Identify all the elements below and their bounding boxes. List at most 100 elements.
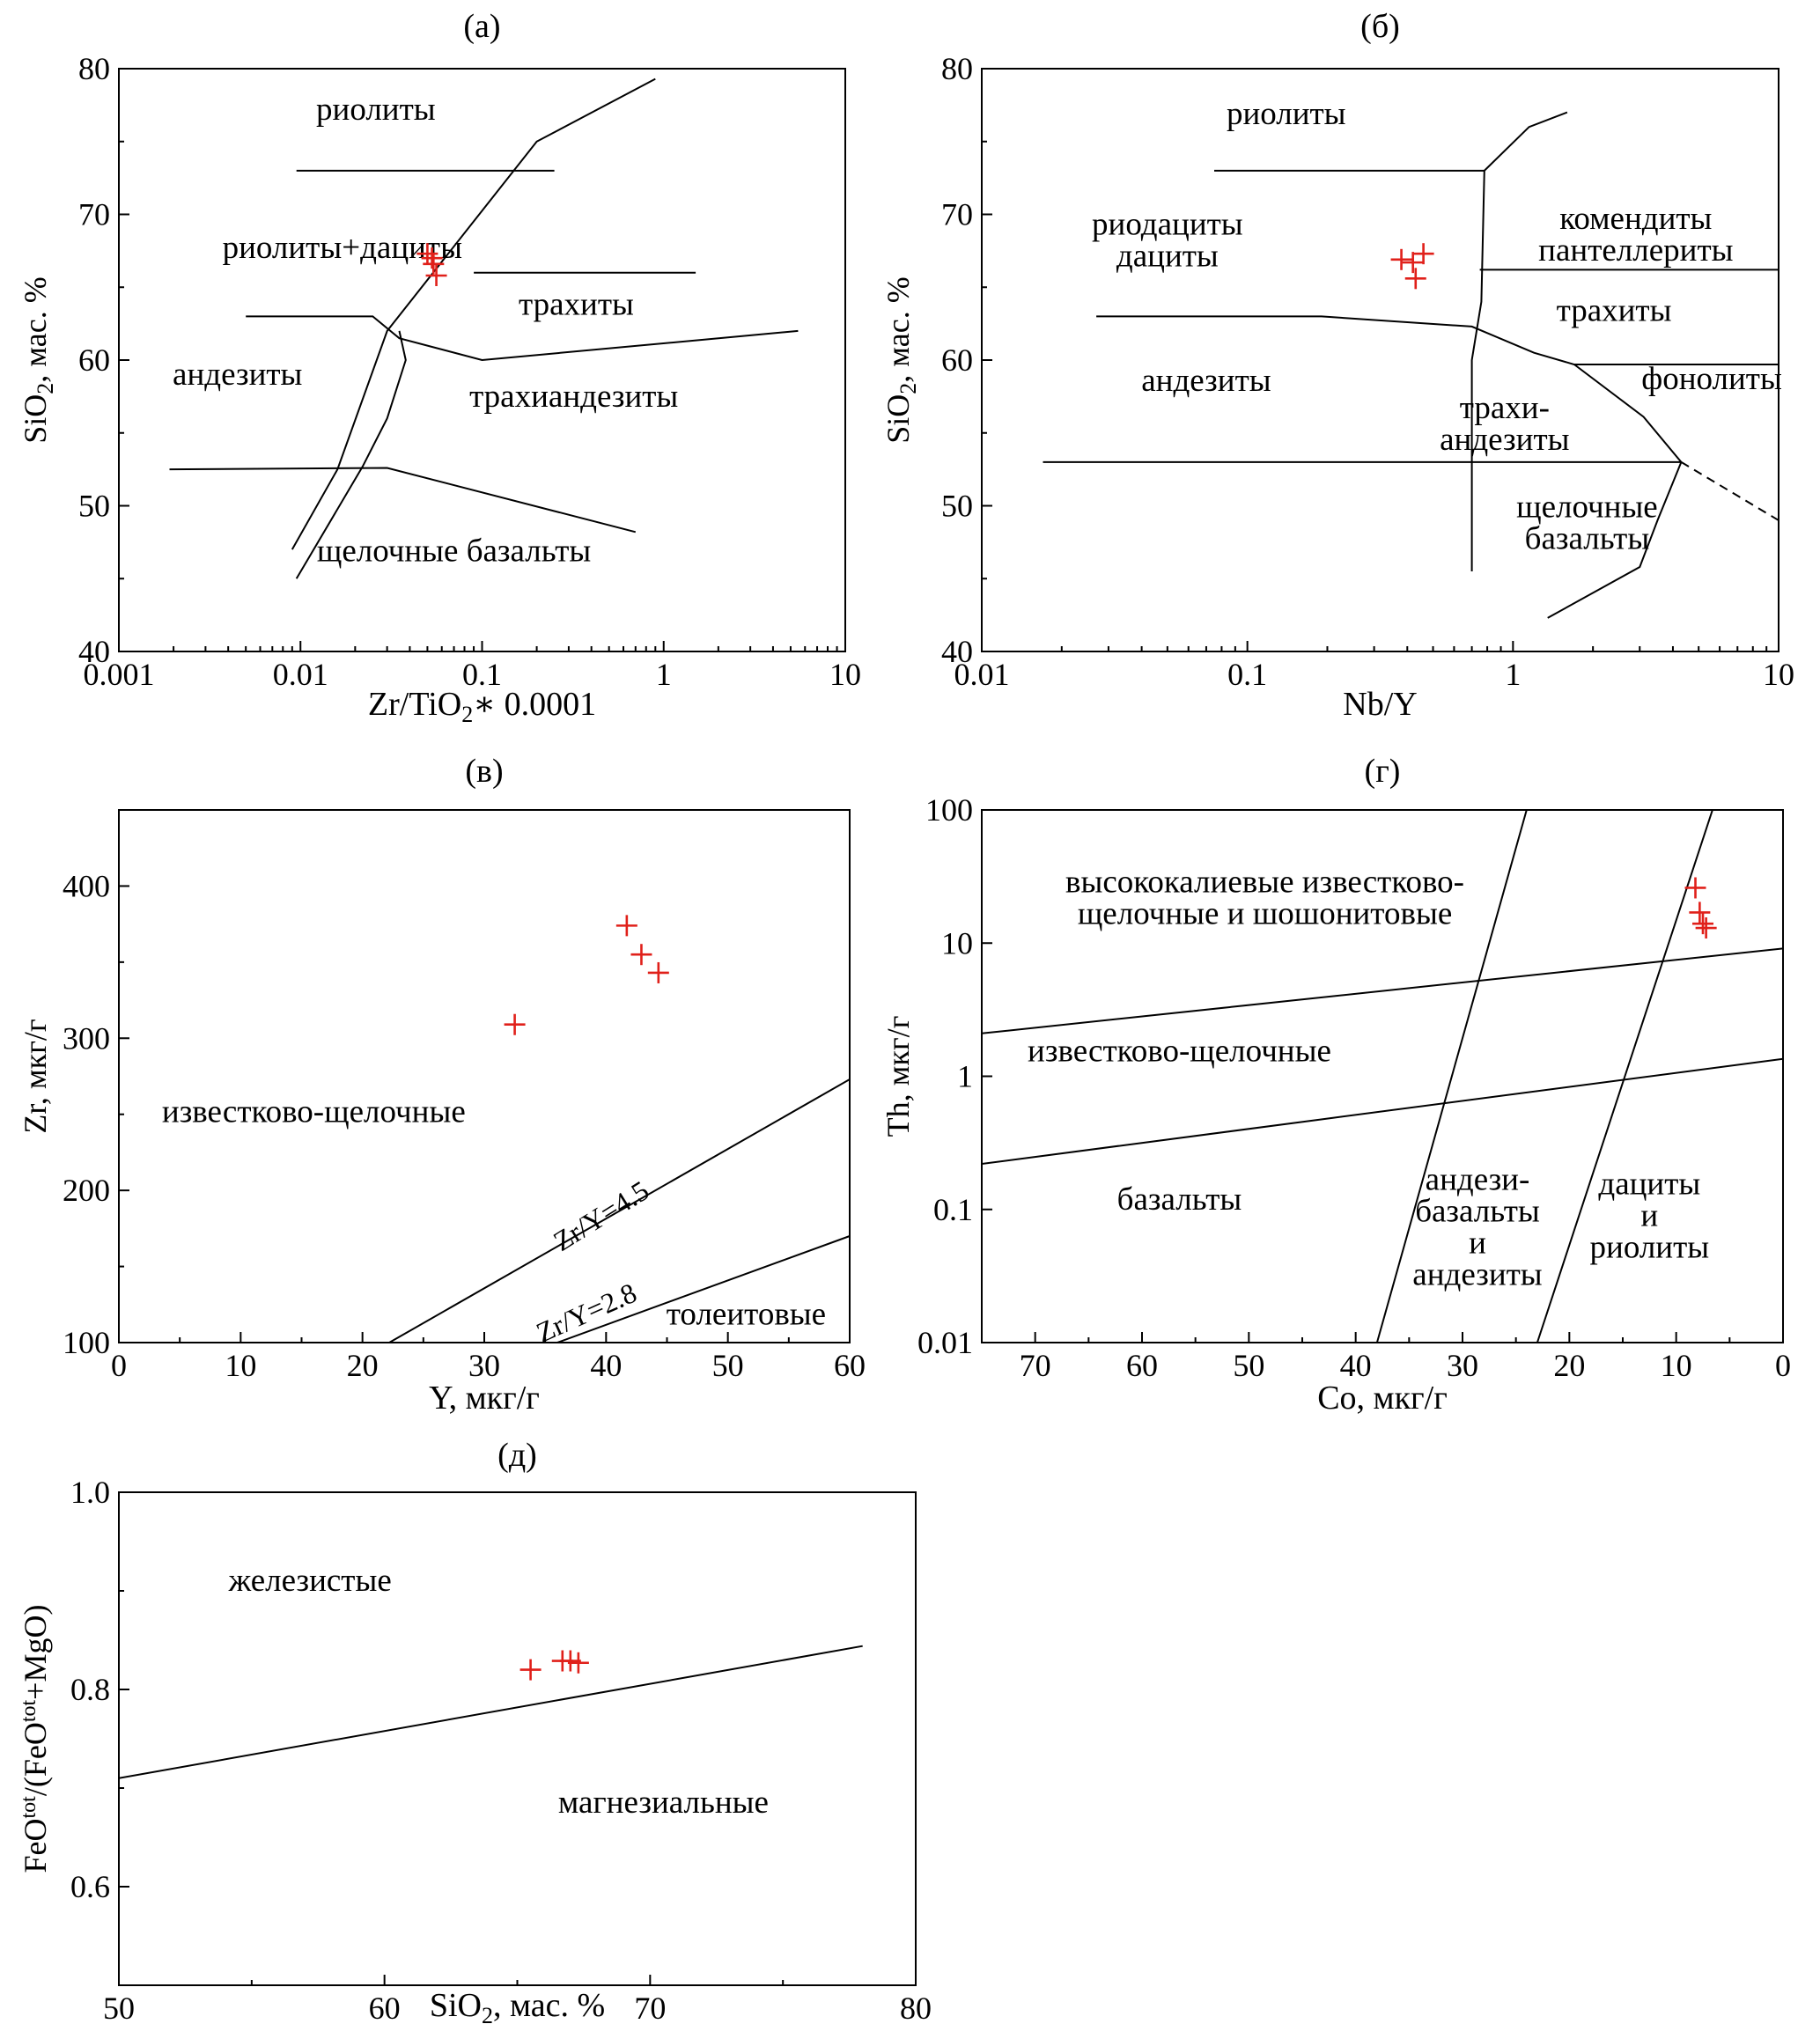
field-label-dacite-rhyolite: дациты и риолиты — [1590, 1167, 1710, 1266]
y-label-pre: Th, мкг/г — [881, 1016, 916, 1137]
y-tick-label: 40 — [941, 634, 973, 669]
field-label-line: железистые — [228, 1563, 392, 1599]
data-point — [504, 1013, 526, 1035]
x-tick-label: 60 — [1126, 1348, 1158, 1383]
data-point — [1692, 913, 1713, 935]
y-tick-label: 0.8 — [70, 1672, 110, 1707]
y-label-post: , мас. % — [18, 276, 53, 382]
panel-label-b: (б) — [1360, 8, 1400, 45]
field-label-trachyandesite: трахи-андезиты — [1440, 390, 1569, 458]
y-tick-label: 100 — [63, 1325, 110, 1360]
x-tick-label: 60 — [834, 1348, 866, 1383]
y-tick-label: 60 — [78, 342, 110, 378]
x-label-rest: , мас. % — [493, 1987, 605, 2024]
field-label-line: трахиты — [1557, 292, 1672, 328]
boundary-line — [295, 330, 407, 579]
field-label-line: риолиты — [316, 92, 436, 128]
line-label-ratio-2.8: Zr/Y=2.8 — [532, 1277, 641, 1349]
y-tick-label: 40 — [78, 634, 110, 669]
x-tick-label: 80 — [900, 1991, 932, 2024]
field-label-comendite: комендиты пантеллериты — [1538, 201, 1733, 269]
field-label-trachyte: трахиты — [1557, 292, 1672, 328]
y-tick-label: 300 — [63, 1020, 110, 1056]
line-label-ratio-4.5: Zr/Y=4.5 — [548, 1174, 654, 1257]
field-label-line: комендиты — [1559, 201, 1712, 237]
x-tick-label: 70 — [634, 1991, 666, 2024]
y-label-post: +MgO) — [18, 1605, 53, 1700]
field-label-line: и — [1469, 1225, 1486, 1262]
field-label-trachyte: трахиты — [519, 287, 634, 323]
boundary-line — [556, 1235, 850, 1343]
boundary-line — [1547, 461, 1683, 619]
boundary-line — [119, 1645, 863, 1779]
data-point — [567, 1652, 589, 1674]
x-tick-label: 0.01 — [954, 657, 1010, 692]
field-label-calc-alkaline: известково-щелочные — [1028, 1033, 1331, 1069]
field-label-andesite: андезиты — [1141, 363, 1271, 399]
field-label-calc-alkaline: известково-щелочные — [162, 1093, 466, 1130]
data-point — [1412, 243, 1434, 265]
y-axis-label: SiO2, мас. % — [881, 276, 921, 444]
field-label-line: риодациты — [1092, 207, 1243, 243]
x-tick-label: 10 — [1661, 1348, 1692, 1383]
x-axis-label: Y, мкг/г — [429, 1380, 540, 1417]
y-label-mid: /(FeO — [18, 1722, 53, 1796]
panel-b: (б) 0.01 0.1 1 10 40 50 60 70 80 Nb/Y SiO2, мас. % р… — [881, 8, 1794, 723]
field-label-phonolite: фонолиты — [1641, 361, 1782, 397]
y-tick-label: 60 — [941, 342, 973, 378]
y-axis-label: SiO2, мас. % — [18, 276, 58, 444]
field-label-line: андези- — [1426, 1162, 1530, 1198]
boundary-line — [246, 315, 799, 362]
field-label-basaltic-andesite: андези-базальты и андезиты — [1412, 1162, 1542, 1293]
x-tick-label: 20 — [1553, 1348, 1585, 1383]
field-label-andesite: андезиты — [173, 357, 302, 393]
data-point — [1390, 248, 1412, 270]
field-label-line: риолиты — [1590, 1230, 1710, 1266]
data-point — [647, 961, 669, 983]
x-tick-label: 50 — [103, 1991, 135, 2024]
x-tick-label: 30 — [468, 1348, 500, 1383]
field-label-magnesian: магнезиальные — [558, 1785, 769, 1821]
x-label-main: Zr/TiO — [368, 686, 461, 723]
data-point — [1695, 917, 1717, 939]
y-tick-label: 80 — [941, 51, 973, 86]
y-tick-label: 50 — [78, 489, 110, 524]
field-label-line: известково-щелочные — [1028, 1033, 1331, 1069]
x-tick-label: 0.1 — [1227, 657, 1267, 692]
y-tick-label: 80 — [78, 51, 110, 86]
x-axis-label: Nb/Y — [1343, 686, 1417, 723]
y-tick-label: 0.01 — [917, 1325, 973, 1360]
data-point — [1402, 252, 1424, 274]
field-label-line: базальты — [1415, 1194, 1540, 1230]
x-tick-label: 0 — [111, 1348, 127, 1383]
field-label-line: трахиты — [519, 287, 634, 323]
field-label-tholeiitic: толеитовые — [667, 1296, 826, 1332]
boundary-line — [1375, 810, 1528, 1343]
field-label-line: высококалиевые известково- — [1065, 865, 1464, 901]
boundary-line — [1536, 810, 1713, 1343]
field-label-line: и — [1640, 1198, 1658, 1234]
x-tick-label: 50 — [1233, 1348, 1264, 1383]
field-label-line: андезиты — [1440, 422, 1569, 458]
field-label-line: фонолиты — [1641, 361, 1782, 397]
boundary-line — [388, 1078, 850, 1343]
field-label-rhyodacite: риодациты дациты — [1092, 207, 1243, 275]
x-tick-label: 70 — [1020, 1348, 1051, 1383]
field-label-line: андезиты — [1412, 1257, 1542, 1293]
data-point — [1684, 877, 1706, 899]
field-label-line: риолиты+дациты — [223, 230, 462, 266]
y-tick-label: 70 — [78, 197, 110, 232]
field-label-line: пантеллериты — [1538, 232, 1733, 269]
y-label-sub: 2 — [33, 383, 58, 394]
field-label-line: магнезиальные — [558, 1785, 769, 1821]
field-label-line: толеитовые — [667, 1296, 826, 1332]
field-label-alkali-basalt: щелочные базальты — [1516, 489, 1658, 557]
y-tick-label: 200 — [63, 1173, 110, 1208]
field-label-line: щелочные и шошонитовые — [1078, 896, 1452, 932]
field-boundaries — [119, 1645, 863, 1779]
y-tick-label: 0.1 — [933, 1192, 973, 1227]
x-tick-label: 10 — [225, 1348, 256, 1383]
field-label-line: базальты — [1525, 521, 1650, 557]
x-tick-label: 10 — [829, 657, 861, 692]
